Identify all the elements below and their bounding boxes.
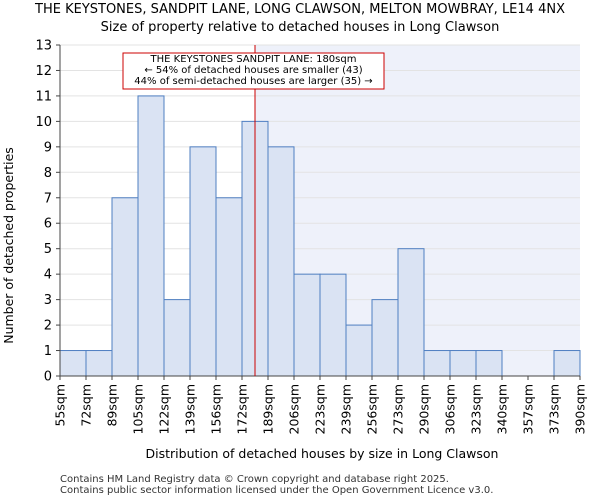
bar-323sqm — [475, 350, 503, 377]
y-tick-label-2: 2 — [44, 319, 52, 334]
bar-290sqm — [423, 350, 451, 377]
x-tick-label-323sqm: 323sqm — [469, 384, 484, 434]
y-tick-label-8: 8 — [44, 166, 52, 181]
bar-306sqm — [449, 350, 477, 377]
y-tick-label-6: 6 — [44, 217, 52, 232]
bar-239sqm — [345, 324, 373, 377]
x-tick-label-172sqm: 172sqm — [235, 384, 250, 434]
x-tick-label-340sqm: 340sqm — [495, 384, 510, 434]
bar-139sqm — [189, 146, 217, 377]
x-tick-label-206sqm: 206sqm — [287, 384, 302, 434]
y-tick-label-0: 0 — [44, 370, 52, 385]
footer-line-2: Contains public sector information licen… — [60, 485, 494, 496]
x-tick-label-156sqm: 156sqm — [209, 384, 224, 434]
bar-55sqm — [59, 350, 87, 377]
y-tick-label-10: 10 — [35, 115, 52, 130]
x-tick-label-139sqm: 139sqm — [183, 384, 198, 434]
x-tick-label-239sqm: 239sqm — [339, 384, 354, 434]
x-tick-label-72sqm: 72sqm — [79, 384, 94, 427]
y-tick-label-4: 4 — [44, 268, 52, 283]
bar-273sqm — [397, 248, 425, 377]
x-tick-label-273sqm: 273sqm — [391, 384, 406, 434]
bar-206sqm — [293, 273, 321, 377]
y-tick-label-7: 7 — [44, 191, 52, 206]
bar-105sqm — [137, 95, 165, 377]
x-tick-label-390sqm: 390sqm — [573, 384, 588, 434]
x-axis-label: Distribution of detached houses by size … — [146, 446, 499, 461]
x-tick-label-223sqm: 223sqm — [313, 384, 328, 434]
footer-line-1: Contains HM Land Registry data © Crown c… — [60, 474, 449, 485]
bar-89sqm — [111, 197, 139, 377]
bar-256sqm — [371, 299, 399, 377]
bar-223sqm — [319, 273, 347, 377]
x-tick-label-122sqm: 122sqm — [157, 384, 172, 434]
x-tick-label-306sqm: 306sqm — [443, 384, 458, 434]
annotation-line-3: 44% of semi-detached houses are larger (… — [134, 76, 372, 87]
y-tick-label-3: 3 — [44, 293, 52, 308]
x-tick-label-55sqm: 55sqm — [53, 384, 68, 427]
chart-subtitle: Size of property relative to detached ho… — [100, 20, 500, 35]
x-tick-label-189sqm: 189sqm — [261, 384, 276, 434]
y-tick-label-13: 13 — [35, 39, 52, 54]
annotation-line-2: ← 54% of detached houses are smaller (43… — [144, 65, 362, 76]
y-tick-label-5: 5 — [44, 242, 52, 257]
x-tick-label-89sqm: 89sqm — [105, 384, 120, 427]
y-tick-label-9: 9 — [44, 140, 52, 155]
chart-title: THE KEYSTONES, SANDPIT LANE, LONG CLAWSO… — [35, 2, 565, 17]
y-tick-label-11: 11 — [35, 89, 52, 104]
y-axis-label: Number of detached properties — [1, 147, 16, 344]
bar-156sqm — [215, 197, 243, 377]
bar-72sqm — [85, 350, 113, 377]
x-tick-label-373sqm: 373sqm — [547, 384, 562, 434]
annotation-line-1: THE KEYSTONES SANDPIT LANE: 180sqm — [150, 54, 357, 65]
bar-189sqm — [267, 146, 295, 377]
x-tick-label-256sqm: 256sqm — [365, 384, 380, 434]
x-tick-label-105sqm: 105sqm — [131, 384, 146, 434]
bar-122sqm — [163, 299, 191, 377]
x-tick-label-290sqm: 290sqm — [417, 384, 432, 434]
y-tick-label-1: 1 — [44, 344, 52, 359]
y-tick-label-12: 12 — [35, 64, 52, 79]
x-tick-label-357sqm: 357sqm — [521, 384, 536, 434]
annotation-box — [122, 52, 385, 90]
bar-373sqm — [553, 350, 581, 377]
